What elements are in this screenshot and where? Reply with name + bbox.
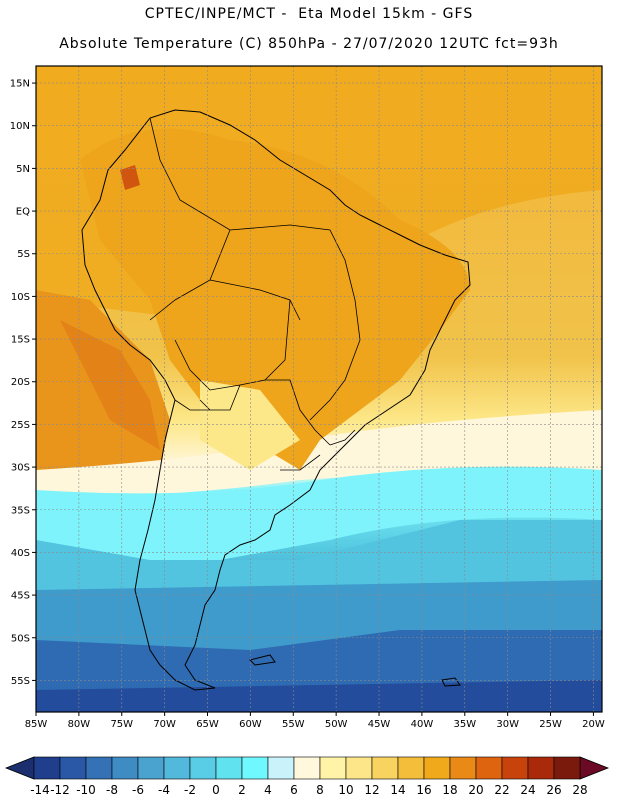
map-frame (35, 65, 603, 713)
longitude-labels: 85W 80W 75W 70W 65W 60W 55W 50W 45W 40W 35W 30W 25W 2… (25, 712, 605, 730)
lon-label: 40W (411, 719, 434, 730)
colorbar-tick-label: 24 (520, 783, 535, 797)
colorbar-swatch (527, 756, 555, 780)
colorbar-tick-label: 22 (494, 783, 509, 797)
colorbar-swatch (85, 756, 113, 780)
colorbar-swatch (293, 756, 321, 780)
lat-label: 40S (11, 548, 30, 559)
colorbar-swatch (59, 756, 87, 780)
colorbar-swatch (33, 756, 61, 780)
colorbar-tick-label: -8 (106, 783, 118, 797)
colorbar-tick-label: 28 (572, 783, 587, 797)
lat-label: 45S (11, 591, 30, 602)
colorbar-tick-label: 2 (238, 783, 246, 797)
colorbar-swatch (111, 756, 139, 780)
continent-coastline (81, 109, 471, 691)
colorbar-tick-label: -6 (132, 783, 144, 797)
lon-label: 80W (68, 719, 91, 730)
colorbar-tick-label: 4 (264, 783, 272, 797)
lat-label: 10S (11, 292, 30, 303)
lat-label: 15S (11, 335, 30, 346)
lon-label: 85W (25, 719, 48, 730)
colorbar-swatch (189, 756, 217, 780)
colorbar-tick-label: -2 (184, 783, 196, 797)
lon-label: 45W (368, 719, 391, 730)
lat-label: EQ (16, 207, 30, 218)
lon-label: 20W (582, 719, 605, 730)
chart-title-line1: CPTEC/INPE/MCT - Eta Model 15km - GFS (144, 6, 474, 22)
colorbar-swatch (501, 756, 529, 780)
colorbar-tick-label: 26 (546, 783, 561, 797)
lat-label: 55S (11, 676, 30, 687)
colorbar-tick-label: 10 (338, 783, 353, 797)
colorbar-swatch (163, 756, 191, 780)
colorbar-tick-label: 0 (212, 783, 220, 797)
colorbar-swatch (371, 756, 399, 780)
chart-title-line2: Absolute Temperature (C) 850hPa - 27/07/… (59, 36, 559, 52)
colorbar-tick-label: 16 (416, 783, 431, 797)
colorbar-under-arrow (4, 756, 35, 780)
lat-label: 25S (11, 420, 30, 431)
latitude-labels: 15N 10N 5N EQ 5S 10S 15S 20S 25S 30S 35S 40S 45S 50S 5… (10, 79, 36, 687)
colorbar (4, 756, 610, 780)
colorbar-swatch (215, 756, 243, 780)
colorbar-tick-label: 18 (442, 783, 457, 797)
colorbar-tick-label: -4 (158, 783, 170, 797)
lon-label: 70W (153, 719, 176, 730)
colorbar-swatch (475, 756, 503, 780)
colorbar-swatch (553, 756, 581, 780)
colorbar-tick-label: 8 (316, 783, 324, 797)
colorbar-swatch (241, 756, 269, 780)
lon-label: 30W (496, 719, 519, 730)
colorbar-tick-label: -10 (76, 783, 96, 797)
colorbar-tick-label: -14 (30, 783, 50, 797)
colorbar-swatch (267, 756, 295, 780)
lon-label: 35W (453, 719, 476, 730)
lat-label: 50S (11, 633, 30, 644)
lon-label: 75W (110, 719, 133, 730)
colorbar-labels: -14 -12 -10 -8 -6 -4 -2 0 2 4 6 8 10 12 14 16 18 20 22 24 26… (30, 783, 587, 797)
lat-label: 30S (11, 463, 30, 474)
colorbar-swatch (449, 756, 477, 780)
colorbar-tick-label: 20 (468, 783, 483, 797)
lon-label: 25W (539, 719, 562, 730)
colorbar-over-arrow (579, 756, 610, 780)
colorbar-swatch (137, 756, 165, 780)
colorbar-tick-label: -12 (50, 783, 70, 797)
southern-islands (249, 654, 461, 687)
lon-label: 50W (325, 719, 348, 730)
colorbar-swatch (423, 756, 451, 780)
lon-label: 55W (282, 719, 305, 730)
colorbar-tick-label: 6 (290, 783, 298, 797)
lat-label: 35S (11, 505, 30, 516)
colorbar-swatch (345, 756, 373, 780)
lon-label: 65W (196, 719, 219, 730)
colorbar-tick-label: 14 (390, 783, 405, 797)
lat-label: 15N (10, 79, 30, 90)
country-borders (149, 117, 361, 471)
lat-label: 10N (10, 121, 30, 132)
colorbar-tick-label: 12 (364, 783, 379, 797)
temperature-field (36, 66, 602, 712)
colorbar-swatch (397, 756, 425, 780)
colorbar-swatch (319, 756, 347, 780)
lon-label: 60W (239, 719, 262, 730)
lat-label: 5S (17, 249, 30, 260)
lat-label: 5N (16, 164, 30, 175)
lat-label: 20S (11, 377, 30, 388)
